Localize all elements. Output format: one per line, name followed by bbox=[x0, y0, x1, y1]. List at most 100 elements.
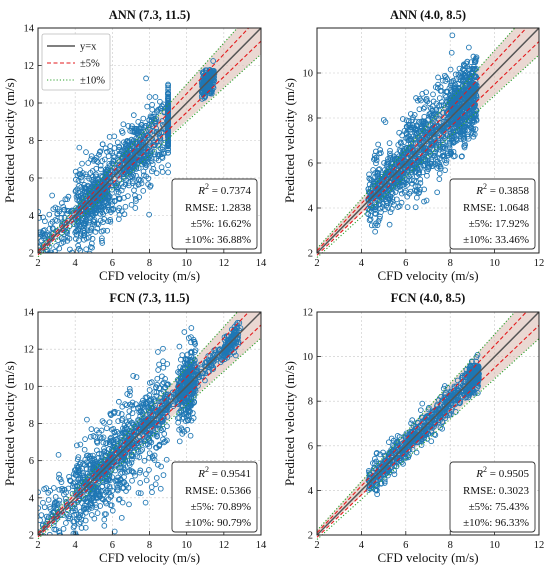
scatter-point bbox=[82, 524, 89, 531]
scatter-point bbox=[163, 395, 169, 402]
scatter-point bbox=[149, 161, 156, 168]
scatter-point bbox=[36, 552, 41, 557]
scatter-point bbox=[97, 206, 104, 213]
scatter-point bbox=[407, 111, 414, 117]
scatter-point bbox=[132, 442, 138, 449]
scatter-point bbox=[85, 160, 92, 166]
scatter-point bbox=[226, 336, 233, 342]
scatter-point bbox=[103, 171, 110, 177]
panel-title: ANN (4.0, 8.5) bbox=[390, 8, 466, 22]
y-tick-label: 8 bbox=[29, 419, 34, 430]
scatter-point bbox=[140, 188, 147, 194]
scatter-point bbox=[413, 194, 420, 201]
scatter-point bbox=[468, 125, 475, 132]
scatter-point bbox=[413, 188, 420, 195]
scatter-point bbox=[109, 186, 115, 193]
scatter-point bbox=[115, 480, 122, 487]
scatter-point bbox=[136, 454, 143, 460]
scatter-point bbox=[85, 506, 92, 512]
scatter-point bbox=[64, 503, 71, 509]
scatter-point bbox=[87, 244, 94, 250]
scatter-point bbox=[165, 81, 171, 88]
scatter-point bbox=[137, 480, 144, 486]
scatter-point bbox=[156, 361, 162, 368]
scatter-point bbox=[138, 122, 144, 128]
scatter-point bbox=[112, 449, 119, 456]
scatter-point bbox=[149, 101, 155, 108]
scatter-point bbox=[87, 453, 94, 459]
scatter-point bbox=[114, 486, 121, 493]
scatter-point bbox=[48, 262, 53, 267]
scatter-point bbox=[47, 231, 53, 238]
scatter-point bbox=[73, 231, 80, 238]
scatter-point bbox=[125, 123, 132, 129]
stat-rmse: RMSE: 1.0648 bbox=[463, 202, 530, 214]
scatter-point bbox=[72, 188, 79, 195]
scatter-point bbox=[443, 160, 449, 166]
scatter-point bbox=[176, 414, 183, 421]
scatter-point bbox=[100, 439, 107, 446]
scatter-point bbox=[49, 225, 56, 231]
scatter-point bbox=[47, 251, 53, 253]
scatter-point bbox=[207, 69, 214, 75]
scatter-point bbox=[83, 205, 90, 212]
scatter-point bbox=[81, 184, 88, 191]
x-tick-label: 4 bbox=[73, 540, 79, 551]
scatter-point bbox=[91, 563, 96, 568]
line-y-equals-x bbox=[316, 27, 540, 254]
scatter-point bbox=[56, 471, 62, 478]
scatter-point bbox=[94, 447, 100, 454]
stats-box: R2 = 0.3858 RMSE: 1.0648 ±5%: 17.92% ±10… bbox=[449, 178, 536, 250]
scatter-point bbox=[75, 242, 81, 249]
scatter-point bbox=[181, 329, 188, 335]
scatter-point bbox=[380, 176, 386, 182]
scatter-point bbox=[78, 525, 85, 531]
scatter-point bbox=[118, 417, 125, 423]
scatter-point bbox=[83, 173, 90, 180]
scatter-point bbox=[396, 147, 403, 154]
scatter-point bbox=[79, 487, 85, 494]
scatter-point bbox=[165, 113, 171, 120]
scatter-point bbox=[160, 358, 166, 365]
scatter-point bbox=[146, 142, 152, 149]
scatter-point bbox=[56, 486, 63, 493]
scatter-point bbox=[401, 127, 408, 134]
scatter-point bbox=[112, 467, 119, 474]
scatter-point bbox=[99, 240, 106, 246]
scatter-point bbox=[126, 182, 132, 189]
scatter-point bbox=[48, 547, 53, 552]
scatter-point bbox=[165, 110, 171, 116]
scatter-point bbox=[385, 439, 392, 446]
y-tick-label: 2 bbox=[29, 531, 34, 542]
scatter-point bbox=[159, 144, 166, 151]
scatter-point bbox=[137, 177, 144, 184]
scatter-point bbox=[38, 229, 43, 236]
scatter-point bbox=[229, 343, 236, 350]
scatter-point bbox=[110, 206, 117, 212]
scatter-point bbox=[187, 432, 194, 439]
x-axis-label: CFD velocity (m/s) bbox=[99, 268, 200, 283]
scatter-point bbox=[237, 325, 244, 331]
scatter-point bbox=[56, 528, 63, 535]
scatter-point bbox=[408, 166, 415, 173]
scatter-point bbox=[447, 66, 454, 73]
scatter-point bbox=[162, 375, 168, 382]
scatter-point bbox=[371, 152, 378, 159]
scatter-point bbox=[110, 153, 117, 159]
scatter-point bbox=[466, 74, 473, 81]
scatter-point bbox=[95, 221, 102, 228]
y-tick-label: 10 bbox=[303, 69, 314, 80]
panel-title: FCN (4.0, 8.5) bbox=[391, 291, 466, 305]
scatter-point bbox=[381, 480, 388, 486]
scatter-point bbox=[152, 94, 159, 100]
scatter-point bbox=[235, 339, 242, 346]
x-tick-label: 8 bbox=[147, 540, 152, 551]
scatter-point bbox=[393, 458, 400, 464]
scatter-point bbox=[116, 144, 122, 151]
scatter-point bbox=[439, 146, 446, 152]
stat-pm5: ±5%: 16.62% bbox=[191, 218, 251, 230]
scatter-point bbox=[106, 446, 112, 452]
scatter-point bbox=[113, 436, 120, 443]
scatter-point bbox=[161, 439, 167, 446]
scatter-point bbox=[150, 166, 157, 172]
